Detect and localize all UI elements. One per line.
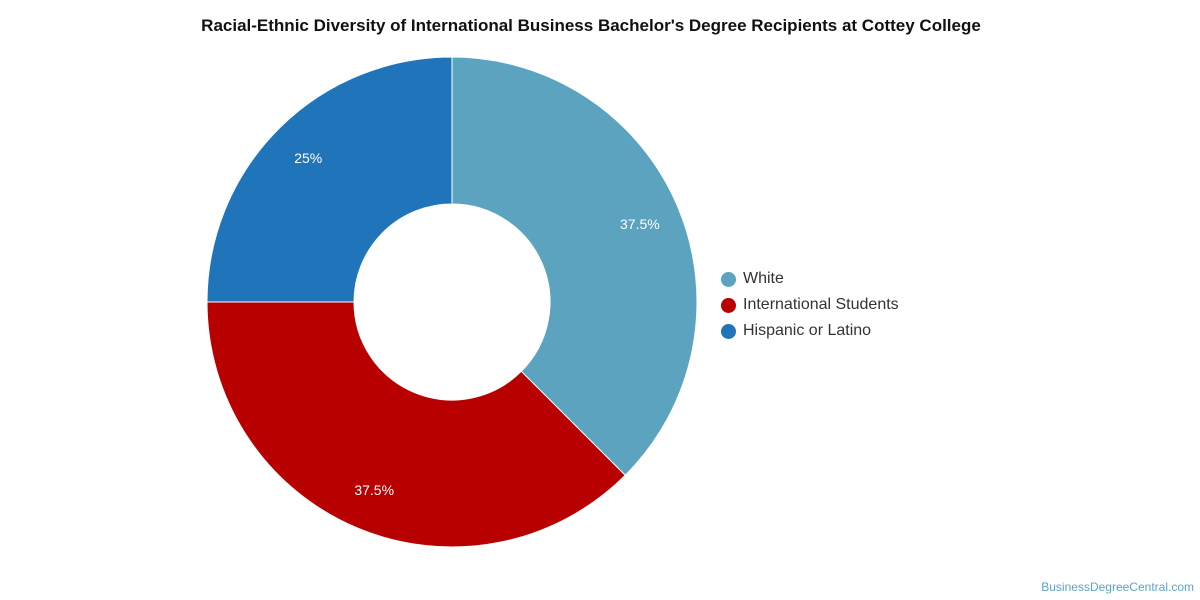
legend-swatch-international-students bbox=[721, 297, 736, 313]
slice-label-white: 37.5% bbox=[620, 216, 660, 232]
watermark-link[interactable]: BusinessDegreeCentral.com bbox=[1041, 580, 1194, 594]
chart-title: Racial-Ethnic Diversity of International… bbox=[201, 16, 981, 35]
slice-label-hispanic-or-latino: 25% bbox=[294, 150, 322, 166]
slice-label-international-students: 37.5% bbox=[354, 482, 394, 498]
slice-international-students[interactable] bbox=[206, 301, 626, 548]
legend-item-hispanic-or-latino[interactable]: Hispanic or Latino bbox=[721, 318, 981, 344]
legend-label-international-students: International Students bbox=[743, 296, 899, 313]
legend-item-international-students[interactable]: International Students bbox=[721, 292, 981, 318]
legend-label-white: White bbox=[743, 270, 784, 287]
legend-swatch-white bbox=[721, 271, 736, 287]
legend-item-white[interactable]: White bbox=[721, 266, 981, 292]
slice-hispanic-or-latino[interactable] bbox=[206, 56, 453, 303]
chart-legend: White International Students Hispanic or… bbox=[721, 266, 981, 344]
slice-white[interactable] bbox=[451, 56, 698, 476]
legend-label-hispanic-or-latino: Hispanic or Latino bbox=[743, 322, 872, 339]
legend-swatch-hispanic-or-latino bbox=[721, 323, 736, 339]
